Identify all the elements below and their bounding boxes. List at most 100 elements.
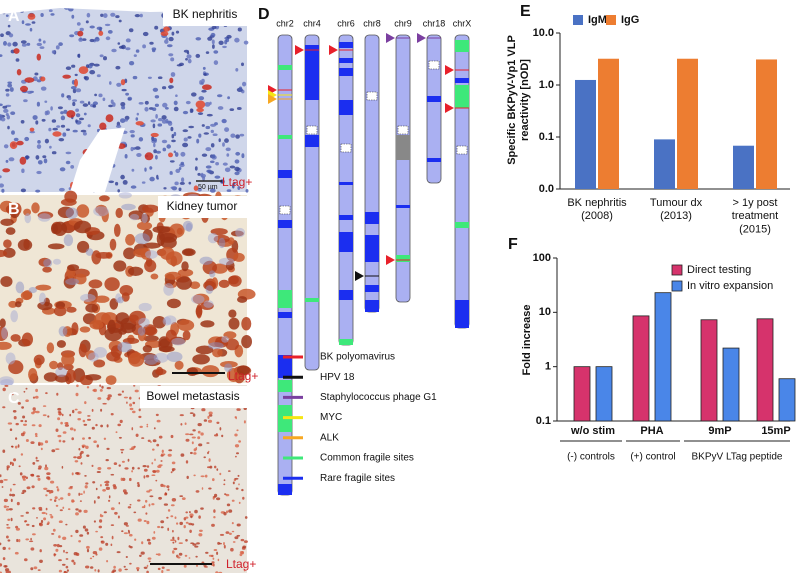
cell bbox=[89, 38, 95, 43]
cell bbox=[62, 506, 65, 509]
cell bbox=[13, 416, 17, 420]
cell bbox=[76, 384, 79, 388]
cell bbox=[214, 465, 217, 469]
cell bbox=[58, 520, 63, 523]
cell bbox=[241, 62, 244, 67]
caption-box bbox=[158, 196, 247, 218]
cell bbox=[216, 551, 219, 555]
cell bbox=[65, 66, 72, 70]
cell bbox=[98, 525, 103, 529]
cell bbox=[95, 530, 98, 533]
cell bbox=[21, 332, 33, 347]
cell bbox=[100, 13, 104, 17]
cell bbox=[149, 166, 153, 170]
cell bbox=[243, 420, 246, 424]
cell bbox=[112, 569, 117, 572]
cell bbox=[146, 520, 150, 525]
cell bbox=[165, 492, 168, 496]
cell bbox=[159, 232, 178, 243]
cell bbox=[5, 227, 16, 235]
cell bbox=[187, 136, 192, 139]
cell bbox=[43, 258, 53, 268]
cell bbox=[115, 181, 119, 186]
cell bbox=[132, 410, 136, 414]
cell bbox=[199, 256, 213, 265]
cell bbox=[159, 246, 175, 260]
cell bbox=[77, 418, 81, 421]
cell bbox=[145, 250, 158, 259]
cell bbox=[104, 277, 120, 291]
cell bbox=[62, 74, 71, 79]
cell bbox=[185, 433, 190, 436]
cell bbox=[193, 448, 197, 452]
cell bbox=[82, 132, 87, 136]
cell bbox=[110, 12, 116, 17]
cell bbox=[202, 176, 206, 181]
cell bbox=[163, 484, 166, 488]
cell bbox=[173, 100, 178, 106]
cell bbox=[114, 511, 118, 515]
cell bbox=[237, 474, 240, 477]
cell bbox=[152, 49, 156, 53]
cell bbox=[235, 455, 237, 458]
cell bbox=[43, 372, 58, 382]
cell bbox=[10, 310, 18, 323]
cell bbox=[121, 477, 126, 481]
cell bbox=[160, 520, 165, 524]
cell bbox=[139, 425, 143, 428]
cell bbox=[93, 440, 97, 444]
cell bbox=[138, 102, 144, 105]
cell bbox=[218, 279, 230, 288]
cell bbox=[35, 456, 38, 460]
cell bbox=[38, 506, 43, 510]
cell bbox=[35, 284, 52, 291]
cell bbox=[7, 24, 11, 28]
cell bbox=[38, 38, 42, 42]
cell bbox=[80, 129, 87, 133]
cell bbox=[222, 162, 228, 166]
cell bbox=[36, 79, 42, 83]
cell bbox=[53, 544, 58, 547]
cell bbox=[155, 413, 159, 417]
cell bbox=[170, 126, 174, 132]
cell bbox=[25, 387, 28, 390]
cell bbox=[168, 449, 173, 452]
cell bbox=[36, 53, 41, 61]
cell bbox=[222, 142, 225, 147]
cell bbox=[31, 424, 36, 427]
cell bbox=[2, 546, 6, 551]
cell bbox=[142, 31, 149, 37]
cell bbox=[125, 234, 136, 246]
cell bbox=[56, 392, 59, 396]
cell bbox=[58, 535, 61, 539]
cell bbox=[129, 448, 133, 450]
band bbox=[339, 68, 353, 76]
cell bbox=[1, 486, 4, 488]
cell bbox=[54, 499, 57, 502]
cell bbox=[209, 414, 213, 417]
cell bbox=[173, 106, 179, 112]
cell bbox=[0, 183, 4, 188]
cell bbox=[134, 389, 139, 393]
cell bbox=[82, 103, 89, 107]
cell bbox=[113, 260, 127, 272]
cell bbox=[146, 570, 149, 573]
centromere bbox=[366, 91, 378, 101]
cell bbox=[157, 567, 161, 571]
cell bbox=[17, 444, 20, 448]
cell bbox=[40, 519, 44, 524]
cell bbox=[15, 527, 20, 531]
cell bbox=[234, 536, 239, 540]
chromosome-label: chr9 bbox=[394, 18, 412, 28]
cell bbox=[132, 75, 138, 80]
cell bbox=[170, 72, 176, 77]
cell bbox=[154, 103, 159, 108]
cell bbox=[204, 102, 211, 107]
cell bbox=[166, 144, 171, 149]
cell bbox=[91, 464, 94, 467]
cell bbox=[88, 436, 91, 440]
cell bbox=[32, 462, 36, 465]
cell bbox=[110, 99, 114, 104]
cell bbox=[225, 493, 230, 497]
cell bbox=[170, 434, 174, 439]
